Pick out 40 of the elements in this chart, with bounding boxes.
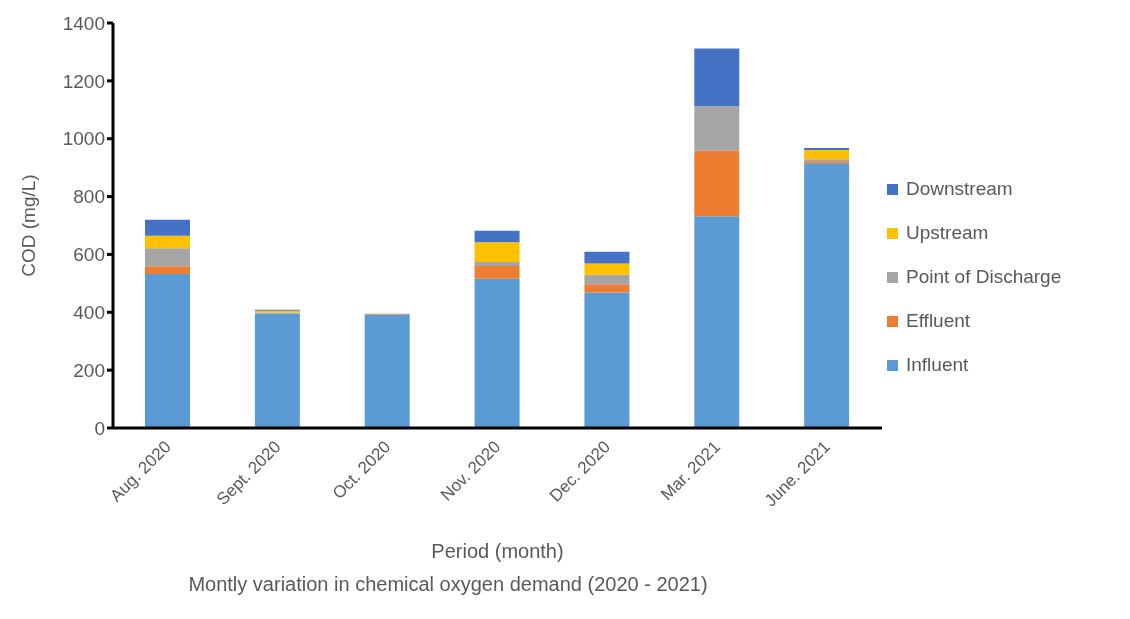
x-axis-title: Period (month): [431, 540, 564, 562]
y-tick-label: 400: [73, 302, 105, 324]
bar: [694, 150, 740, 217]
bar: [474, 242, 520, 262]
y-tick-label: 1400: [62, 12, 105, 34]
bar: [584, 251, 630, 264]
bar: [145, 219, 190, 236]
bar: [694, 216, 740, 428]
bar: [804, 163, 850, 428]
bar: [694, 48, 740, 107]
bar: [584, 274, 630, 285]
legend-label: Upstream: [906, 222, 989, 244]
bar: [145, 274, 190, 428]
legend-label: Downstream: [906, 178, 1013, 200]
bar: [254, 313, 300, 428]
bar: [474, 266, 520, 279]
bar: [804, 150, 850, 160]
bar: [584, 284, 630, 293]
y-axis-title: COD (mg/L): [17, 174, 39, 277]
y-tick-label: 200: [73, 359, 105, 381]
bar: [364, 314, 410, 428]
bar: [145, 235, 190, 249]
y-tick-label: 1200: [62, 70, 105, 92]
text: Montly variation in chemical oxygen demand (2020 - 2021): [187, 573, 709, 596]
y-tick-label: 0: [94, 417, 105, 439]
bar: [474, 230, 520, 243]
bar: [474, 278, 520, 428]
legend-label: Influent: [906, 354, 969, 376]
y-tick-label: 600: [73, 244, 105, 266]
bar: [584, 263, 630, 275]
bar: [145, 266, 190, 275]
legend-label: Effluent: [906, 310, 971, 332]
y-tick-label: 800: [73, 186, 105, 208]
legend-label: Point of Discharge: [906, 266, 1062, 288]
bar: [694, 106, 740, 151]
bar: [804, 147, 850, 150]
bar: [584, 292, 630, 428]
bar: [474, 261, 520, 266]
bar: [145, 248, 190, 267]
y-tick-label: 1000: [62, 128, 105, 150]
